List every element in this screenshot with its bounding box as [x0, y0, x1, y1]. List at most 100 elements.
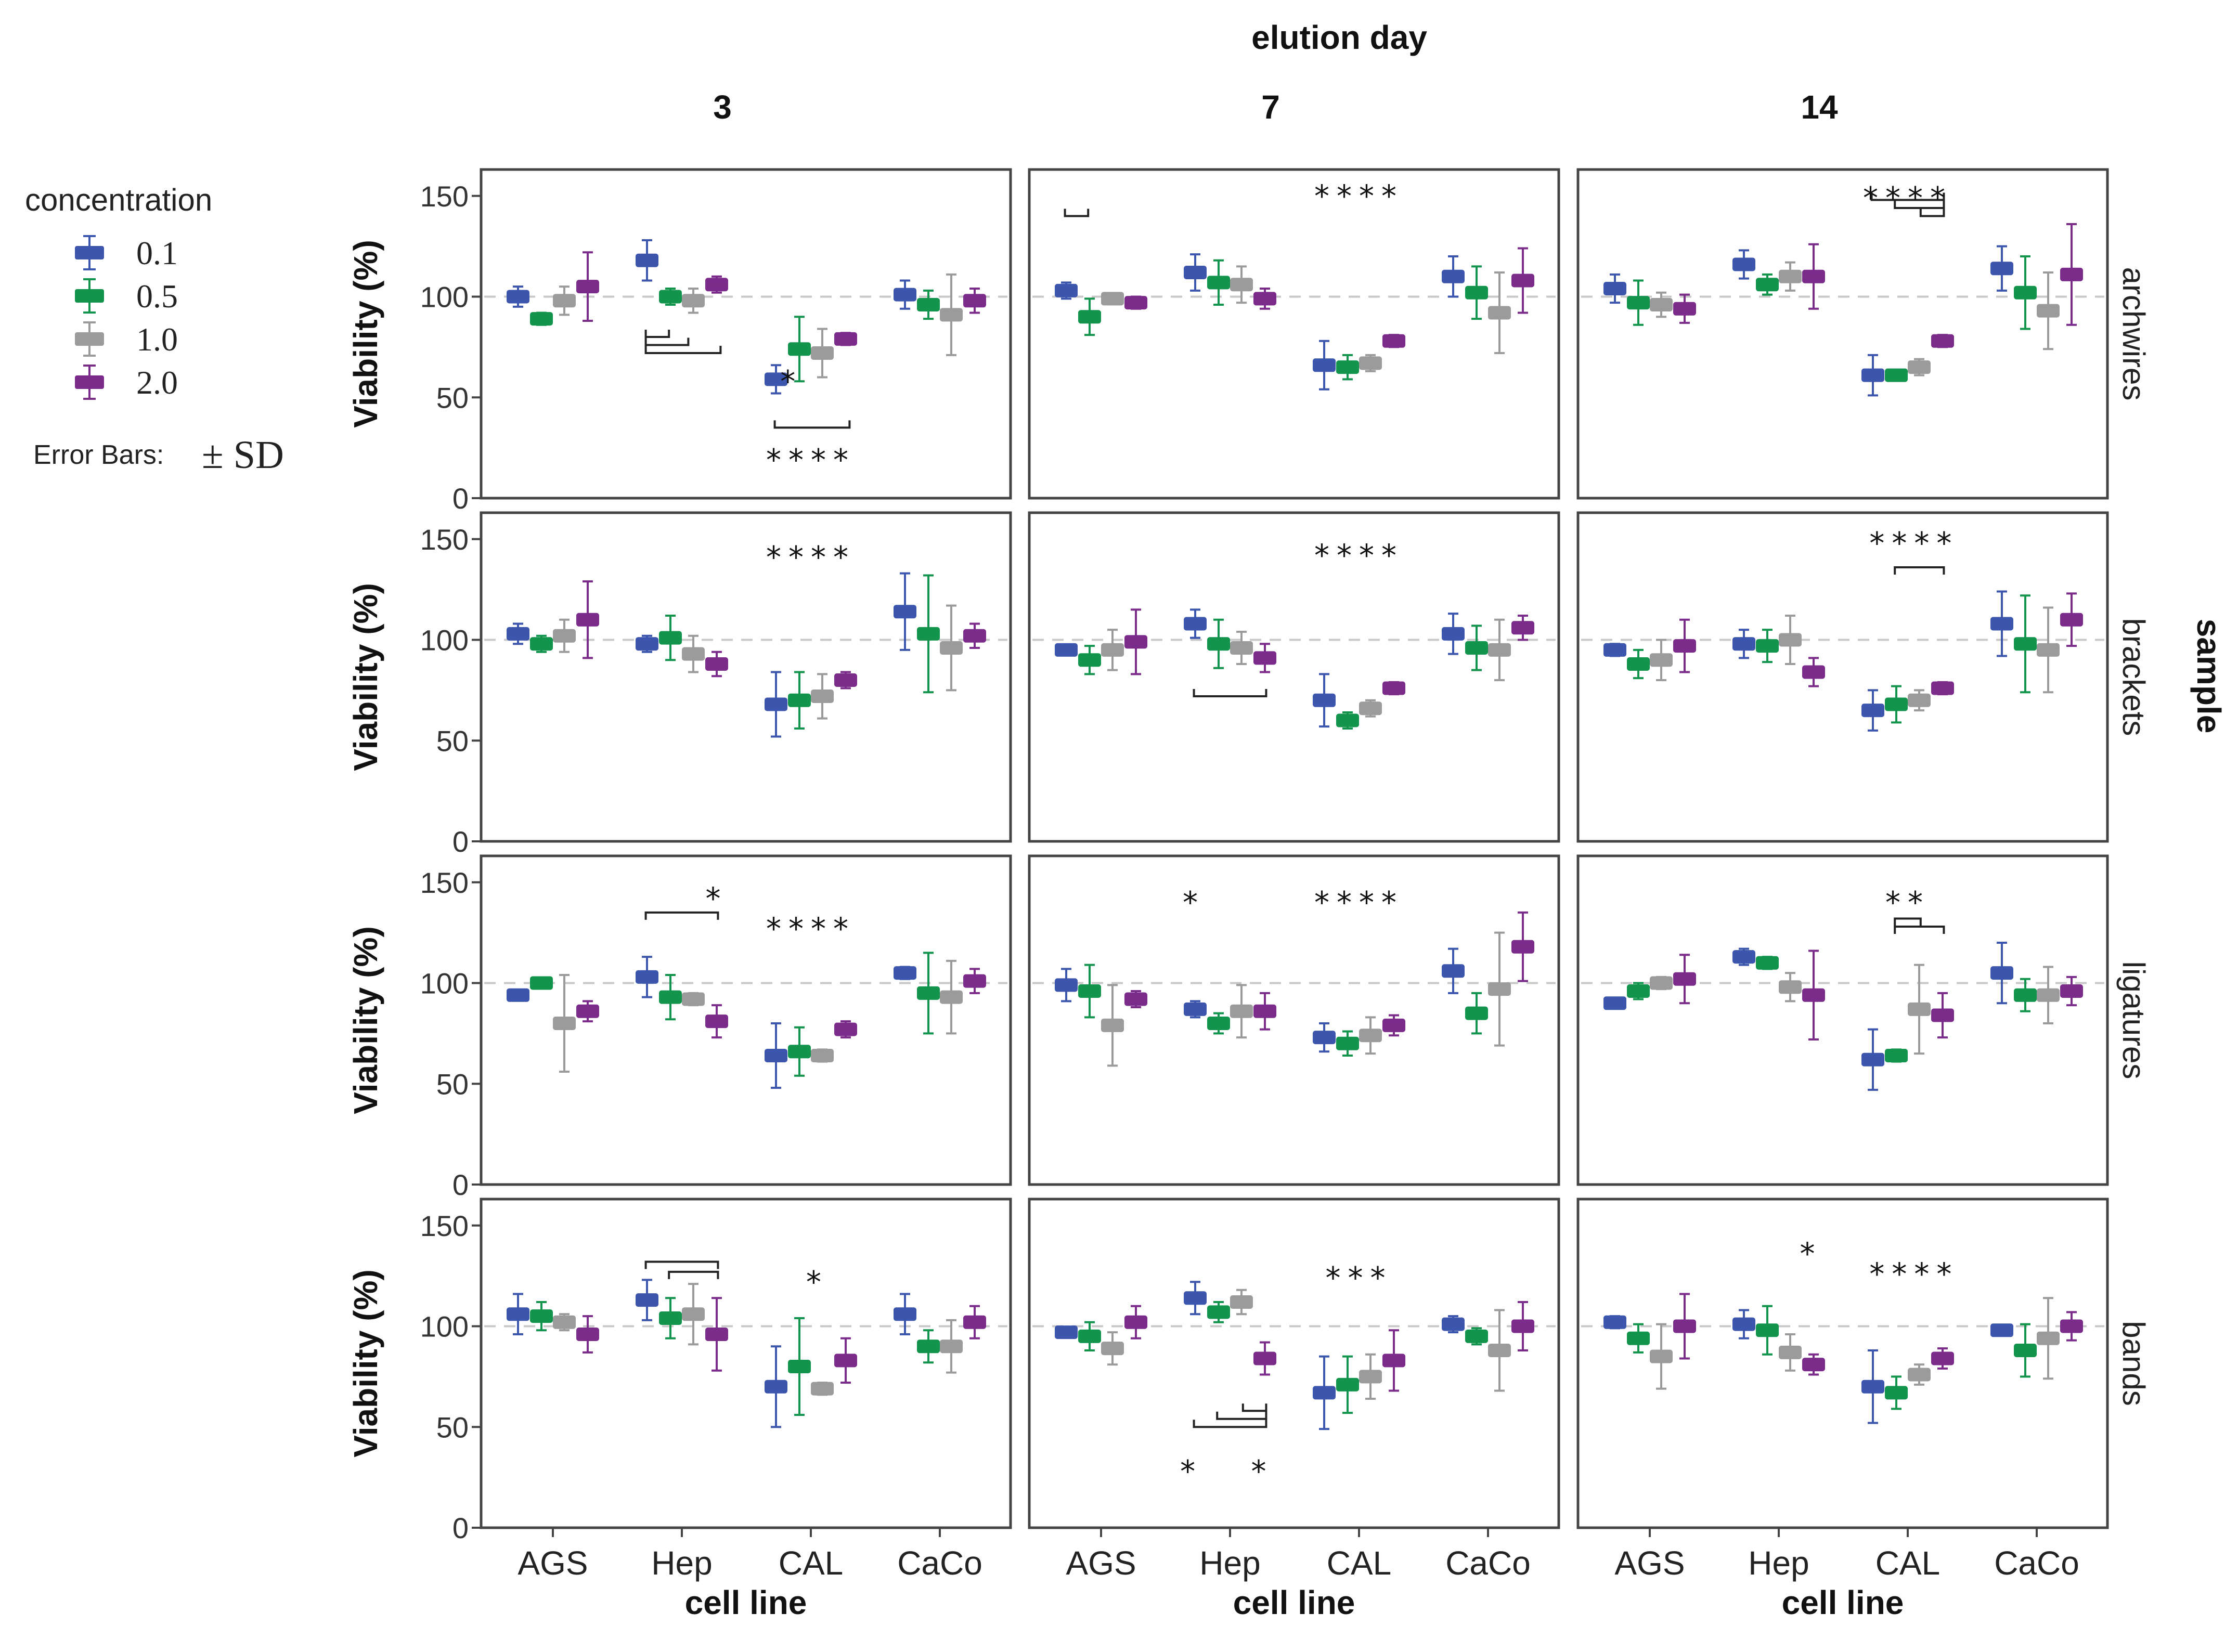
bar-0.5-CAL [788, 1317, 811, 1416]
significance-label: *** [1326, 1260, 1393, 1296]
mean-box [1802, 988, 1825, 1002]
mean-box [1253, 1004, 1276, 1018]
bar-0.1-Hep [1184, 1281, 1207, 1316]
x-axis-title: cell line [685, 1584, 807, 1621]
mean-box [1990, 262, 2013, 276]
y-tick-label: 100 [420, 967, 469, 1000]
data-marks [507, 223, 2083, 1430]
mean-box [1078, 310, 1101, 324]
mean-box [1336, 360, 1359, 374]
mean-box [1779, 269, 1802, 283]
mean-box [2060, 1319, 2083, 1333]
legend-item-2.0: 2.0 [75, 364, 178, 401]
mean-box [1124, 992, 1147, 1006]
bar-2.0-AGS [1124, 1305, 1147, 1339]
mean-box [1382, 334, 1405, 348]
mean-box [1802, 1358, 1825, 1372]
bar-0.5-Hep [1756, 273, 1779, 296]
bar-0.1-CaCo [1990, 942, 2013, 1005]
y-tick-label: 0 [452, 825, 469, 858]
y-axis-title: Viability (%) [347, 240, 384, 428]
bar-0.5-AGS [530, 634, 553, 653]
mean-box [1101, 1018, 1124, 1032]
bar-0.5-AGS [1627, 648, 1650, 680]
mean-box [811, 1049, 834, 1062]
mean-box [917, 627, 940, 641]
mean-box [1359, 701, 1382, 716]
bar-0.5-CAL [788, 671, 811, 730]
bar-0.1-CAL [1313, 1355, 1336, 1430]
mean-box [1101, 292, 1124, 306]
mean-box [1055, 978, 1078, 992]
bar-0.5-CaCo [1465, 625, 1488, 671]
mean-box [1732, 1317, 1755, 1331]
mean-box [1124, 296, 1147, 310]
mean-box [917, 986, 940, 1000]
mean-box [1908, 1002, 1931, 1016]
mean-box [1861, 368, 1884, 382]
bar-0.1-CAL [765, 364, 787, 395]
bar-0.1-CAL [765, 671, 787, 738]
x-tick-label: Hep [651, 1544, 712, 1582]
panel-frame-3-1 [1028, 1198, 1560, 1529]
mean-box [576, 280, 599, 294]
bar-0.5-Hep [1207, 259, 1230, 306]
mean-box [1055, 1325, 1078, 1339]
significance-bracket [1216, 1411, 1267, 1420]
mean-box [1732, 257, 1755, 271]
mean-box [659, 290, 682, 304]
mean-box [1184, 617, 1207, 631]
bar-0.5-AGS [1078, 1321, 1101, 1351]
bar-0.5-CAL [1336, 711, 1359, 730]
bar-2.0-CAL [1931, 992, 1954, 1039]
mean-box [1603, 643, 1626, 657]
mean-box [1885, 1386, 1908, 1400]
bar-0.5-Hep [1207, 618, 1230, 669]
mean-box [788, 693, 811, 707]
bar-0.5-AGS [1078, 964, 1101, 1019]
significance-bracket [1894, 926, 1945, 934]
mean-box [705, 657, 728, 671]
significance-label: **** [766, 540, 856, 575]
significance-label: * [1183, 885, 1205, 920]
bar-2.0-AGS [1124, 608, 1147, 675]
mean-box [788, 342, 811, 356]
x-tick-label: CAL [1327, 1544, 1392, 1582]
mean-box [1230, 278, 1253, 292]
reference-lines [484, 295, 2104, 1328]
legend-item-0.5: 0.5 [75, 278, 178, 315]
mean-box [682, 992, 705, 1006]
mean-box [1511, 274, 1534, 288]
bar-0.5-CaCo [1465, 992, 1488, 1035]
mean-box [1650, 1349, 1673, 1363]
bar-0.1-CAL [1861, 1349, 1884, 1424]
significance-label: * [705, 881, 728, 916]
bar-0.1-AGS [1055, 281, 1078, 300]
x-axis-title: cell line [1233, 1584, 1355, 1621]
bar-0.5-CAL [1885, 1048, 1908, 1063]
bar-0.5-CAL [788, 316, 811, 383]
y-axis-title: Viability (%) [347, 1269, 384, 1458]
y-tick-label: 0 [452, 482, 469, 515]
bar-1.0-AGS [1101, 984, 1124, 1067]
mean-box [1382, 1354, 1405, 1368]
bar-0.5-AGS [530, 1301, 553, 1332]
mean-box [1650, 976, 1673, 990]
mean-box [834, 1354, 857, 1368]
bar-0.1-Hep [636, 239, 658, 282]
significance-bracket [1064, 209, 1090, 217]
bar-2.0-Hep [1253, 1341, 1276, 1376]
significance-label: * [1800, 1236, 1822, 1271]
mean-box [765, 1380, 787, 1394]
panel-frame-0-0 [480, 168, 1012, 500]
column-label-14: 14 [1801, 88, 1838, 126]
mean-box [765, 697, 787, 711]
mean-box [811, 690, 834, 703]
mean-box [1124, 1315, 1147, 1329]
mean-box [894, 966, 916, 980]
mean-box [894, 1307, 916, 1321]
mean-box [1931, 1351, 1954, 1365]
legend-swatch [75, 375, 104, 389]
significance-label: * [1251, 1454, 1274, 1489]
bar-0.5-AGS [1078, 297, 1101, 336]
